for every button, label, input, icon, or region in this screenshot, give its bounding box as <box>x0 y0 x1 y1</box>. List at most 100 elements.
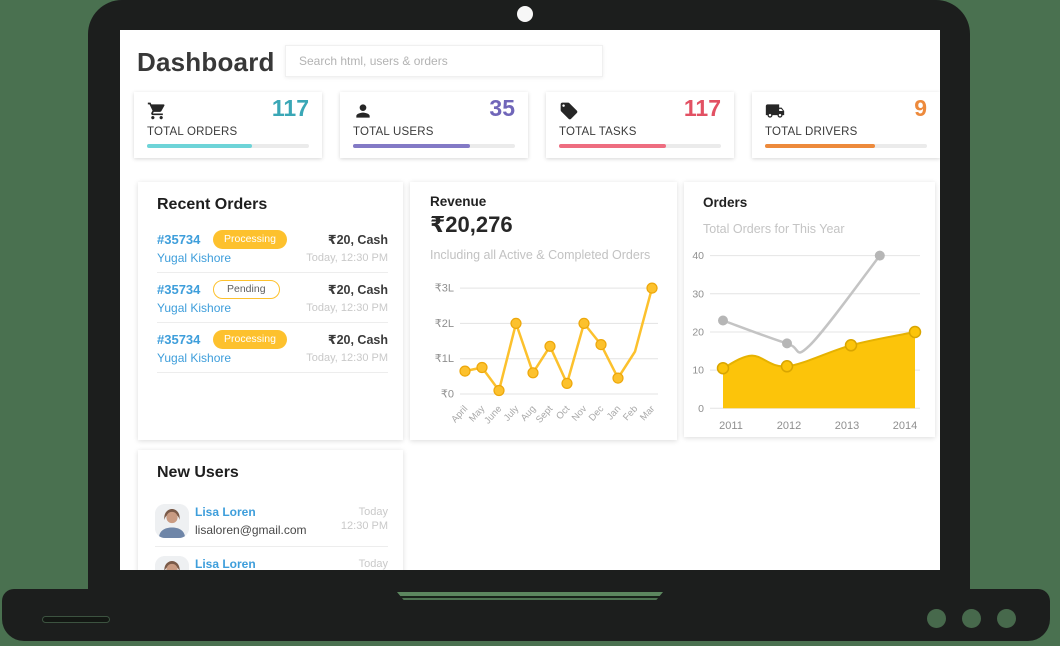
svg-text:Nov: Nov <box>570 403 590 423</box>
progress-track <box>765 144 927 148</box>
revenue-amount: ₹20,276 <box>430 212 513 237</box>
truck-icon <box>765 101 785 121</box>
new-users-panel: New Users Lisa Loren lisaloren@gmail.com… <box>138 450 403 570</box>
svg-text:0: 0 <box>698 403 704 415</box>
user-time: 12:30 PM <box>340 520 388 532</box>
divider <box>157 322 388 323</box>
stat-value: 9 <box>914 95 927 121</box>
customer-link[interactable]: Yugal Kishore <box>157 251 232 265</box>
order-amount: ₹20, Cash <box>327 283 388 297</box>
progress-fill <box>765 144 876 148</box>
search-input[interactable] <box>285 45 603 77</box>
progress-fill <box>147 144 253 148</box>
progress-track <box>353 144 515 148</box>
svg-text:2011: 2011 <box>719 420 743 432</box>
order-row[interactable]: #35734 Pending ₹20, Cash Yugal Kishore T… <box>157 279 388 322</box>
order-id-link[interactable]: #35734 <box>157 232 201 247</box>
order-row[interactable]: #35734 Processing ₹20, Cash Yugal Kishor… <box>157 329 388 372</box>
status-badge: Pending <box>213 279 280 299</box>
svg-text:July: July <box>502 403 522 423</box>
svg-text:40: 40 <box>692 250 704 262</box>
indicator-slot <box>42 616 110 623</box>
panel-title: New Users <box>157 464 239 481</box>
user-name-link[interactable]: Lisa Loren <box>195 557 256 570</box>
orders-subtitle: Total Orders for This Year <box>703 222 845 236</box>
order-time: Today, 12:30 PM <box>306 352 388 364</box>
revenue-subtitle: Including all Active & Completed Orders <box>430 248 651 262</box>
recent-orders-panel: Recent Orders #35734 Processing ₹20, Cas… <box>138 182 403 440</box>
cart-icon <box>147 101 167 121</box>
customer-link[interactable]: Yugal Kishore <box>157 301 232 315</box>
svg-text:2012: 2012 <box>777 420 801 432</box>
laptop-screen: Dashboard 117 TOTAL ORDERS 35 TOTAL USER… <box>120 30 940 570</box>
order-id-link[interactable]: #35734 <box>157 282 201 297</box>
avatar <box>155 556 189 570</box>
person-icon <box>353 101 373 121</box>
stat-card-total-drivers: 9 TOTAL DRIVERS <box>752 92 940 158</box>
base-button <box>962 609 981 628</box>
stat-label: TOTAL USERS <box>353 126 434 138</box>
order-time: Today, 12:30 PM <box>306 302 388 314</box>
svg-text:Feb: Feb <box>621 404 640 424</box>
user-date: Today <box>358 506 388 518</box>
svg-text:2014: 2014 <box>893 420 917 432</box>
panel-title: Orders <box>703 195 748 210</box>
user-row[interactable]: Lisa Loren lisaloren@gmail.com Today 12:… <box>155 556 388 570</box>
svg-text:Oct: Oct <box>554 403 572 422</box>
svg-text:10: 10 <box>692 365 704 377</box>
stat-value: 117 <box>683 95 721 121</box>
stat-card-total-users: 35 TOTAL USERS <box>340 92 528 158</box>
progress-fill <box>559 144 666 148</box>
svg-text:₹3L: ₹3L <box>435 283 454 295</box>
stat-card-total-orders: 117 TOTAL ORDERS <box>134 92 322 158</box>
svg-text:₹1L: ₹1L <box>435 353 454 365</box>
avatar <box>155 504 189 538</box>
search-box <box>285 45 603 77</box>
stat-card-total-tasks: 117 TOTAL TASKS <box>546 92 734 158</box>
base-button <box>997 609 1016 628</box>
order-id-link[interactable]: #35734 <box>157 332 201 347</box>
orders-panel: 0 10 20 30 40 2011 2012 2013 2014 Orders Total O… <box>684 182 935 437</box>
progress-track <box>147 144 309 148</box>
divider <box>157 272 388 273</box>
svg-text:June: June <box>482 404 504 427</box>
svg-text:₹2L: ₹2L <box>435 318 454 330</box>
svg-text:Mar: Mar <box>638 404 657 424</box>
progress-fill <box>353 144 470 148</box>
status-badge: Processing <box>213 329 287 349</box>
svg-text:30: 30 <box>692 288 704 300</box>
hinge-notch <box>397 592 663 600</box>
stat-label: TOTAL DRIVERS <box>765 126 858 138</box>
order-amount: ₹20, Cash <box>327 333 388 347</box>
base-button <box>927 609 946 628</box>
svg-text:April: April <box>449 404 470 425</box>
revenue-panel: Revenue ₹20,276 Including all Active & C… <box>410 182 677 440</box>
order-time: Today, 12:30 PM <box>306 252 388 264</box>
user-name-link[interactable]: Lisa Loren <box>195 505 256 519</box>
user-email: lisaloren@gmail.com <box>195 523 307 537</box>
customer-link[interactable]: Yugal Kishore <box>157 351 232 365</box>
tag-icon <box>559 101 579 121</box>
order-row[interactable]: #35734 Processing ₹20, Cash Yugal Kishor… <box>157 229 388 272</box>
user-date: Today <box>358 558 388 570</box>
divider <box>155 546 388 547</box>
order-amount: ₹20, Cash <box>327 233 388 247</box>
stat-label: TOTAL ORDERS <box>147 126 238 138</box>
user-row[interactable]: Lisa Loren lisaloren@gmail.com Today 12:… <box>155 504 388 550</box>
svg-text:2013: 2013 <box>835 420 859 432</box>
stat-value: 117 <box>271 95 309 121</box>
svg-text:₹0: ₹0 <box>441 389 454 401</box>
panel-title: Revenue <box>430 194 487 209</box>
page-title: Dashboard <box>137 47 275 77</box>
svg-text:20: 20 <box>692 327 704 339</box>
revenue-chart: ₹0₹1L₹2L₹3LAprilMayJuneJulyAugSeptOctNov… <box>435 282 658 427</box>
stat-value: 35 <box>489 95 515 121</box>
svg-text:Dec: Dec <box>587 403 607 423</box>
stat-label: TOTAL TASKS <box>559 126 637 138</box>
divider <box>157 372 388 373</box>
progress-track <box>559 144 721 148</box>
status-badge: Processing <box>213 229 287 249</box>
panel-title: Recent Orders <box>157 196 268 213</box>
orders-chart: 0 10 20 30 40 2011 2012 2013 2014 <box>692 250 922 432</box>
svg-text:Sept: Sept <box>534 403 555 425</box>
